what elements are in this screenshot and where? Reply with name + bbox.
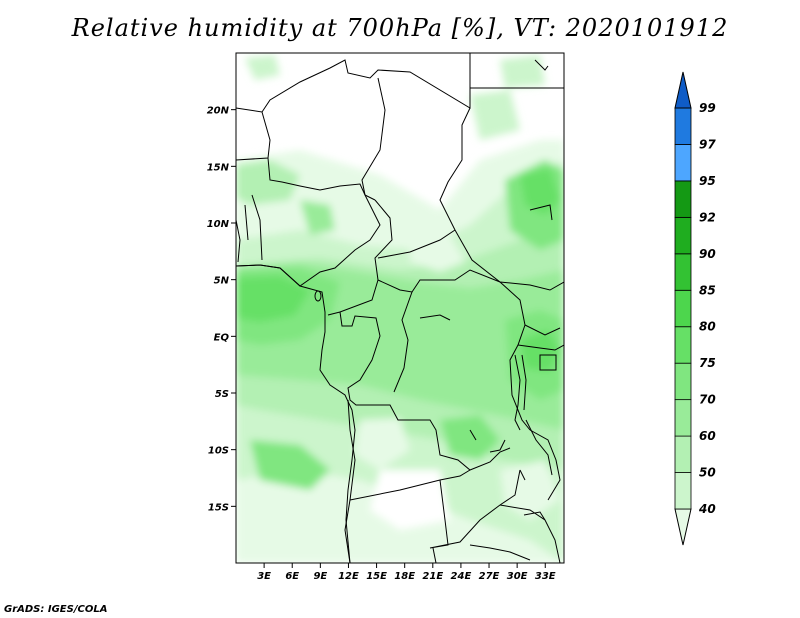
lon-tick-label: 12E	[338, 571, 359, 582]
colorbar-segment	[674, 289, 692, 328]
lat-tick-label: 20N	[207, 106, 230, 117]
colorbar-under-arrow	[674, 508, 692, 546]
colorbar-over-arrow	[674, 71, 692, 109]
colorbar-label: 50	[699, 466, 716, 480]
lon-tick-label: 15E	[366, 571, 387, 582]
colorbar-label: 60	[699, 429, 716, 443]
colorbar-segment	[674, 144, 692, 182]
lon-tick-label: 3E	[257, 571, 271, 582]
colorbar-segment	[674, 253, 692, 291]
lat-tick-label: 10S	[208, 446, 229, 457]
latitude-axis: 20N 15N 10N 5N EQ 5S 10S 15S	[207, 106, 236, 513]
colorbar-segment	[674, 399, 692, 437]
humidity-field	[236, 53, 564, 563]
lon-tick-label: 9E	[313, 571, 327, 582]
map-title: Relative humidity at 700hPa [%], VT: 202…	[71, 14, 729, 42]
coastlines	[236, 59, 557, 563]
colorbar-label: 40	[698, 502, 716, 516]
grads-credit: GrADS: IGES/COLA	[4, 604, 108, 615]
lon-tick-label: 6E	[285, 571, 299, 582]
lon-tick-label: 24E	[451, 571, 472, 582]
colorbar-segment	[674, 472, 692, 510]
colorbar-segment	[674, 180, 692, 218]
lat-tick-label: 15N	[207, 162, 230, 173]
colorbar-label: 92	[699, 210, 716, 224]
lat-tick-label: EQ	[214, 332, 230, 343]
colorbar-label: 99	[699, 101, 716, 115]
colorbar-segment	[674, 435, 692, 473]
lon-tick-label: 33E	[535, 571, 556, 582]
colorbar-segment	[674, 362, 692, 401]
lat-tick-label: 5N	[214, 276, 230, 287]
lat-tick-label: 10N	[207, 219, 230, 230]
colorbar-label: 70	[699, 393, 716, 407]
colorbar-segment	[674, 107, 692, 145]
colorbar-segment	[674, 326, 692, 364]
country-borders	[236, 53, 564, 563]
colorbar-label: 97	[699, 137, 716, 151]
colorbar-label: 75	[699, 356, 716, 370]
colorbar-label: 85	[699, 283, 716, 297]
lat-tick-label: 5S	[215, 389, 229, 400]
colorbar-label: 95	[699, 174, 716, 188]
colorbar-segment	[674, 216, 692, 255]
colorbar: 40 50 60 70 75 80 85 90 92 95 97 99	[674, 71, 716, 546]
lat-tick-label: 15S	[208, 502, 229, 513]
map-frame	[235, 52, 565, 564]
lon-tick-label: 21E	[422, 571, 443, 582]
colorbar-label: 90	[699, 247, 716, 261]
colorbar-label: 80	[699, 320, 716, 334]
lon-tick-label: 18E	[394, 571, 415, 582]
lon-tick-label: 30E	[507, 571, 528, 582]
longitude-axis: 3E 6E 9E 12E 15E 18E 21E 24E 27E 30E 33E	[257, 563, 556, 582]
lon-tick-label: 27E	[479, 571, 500, 582]
